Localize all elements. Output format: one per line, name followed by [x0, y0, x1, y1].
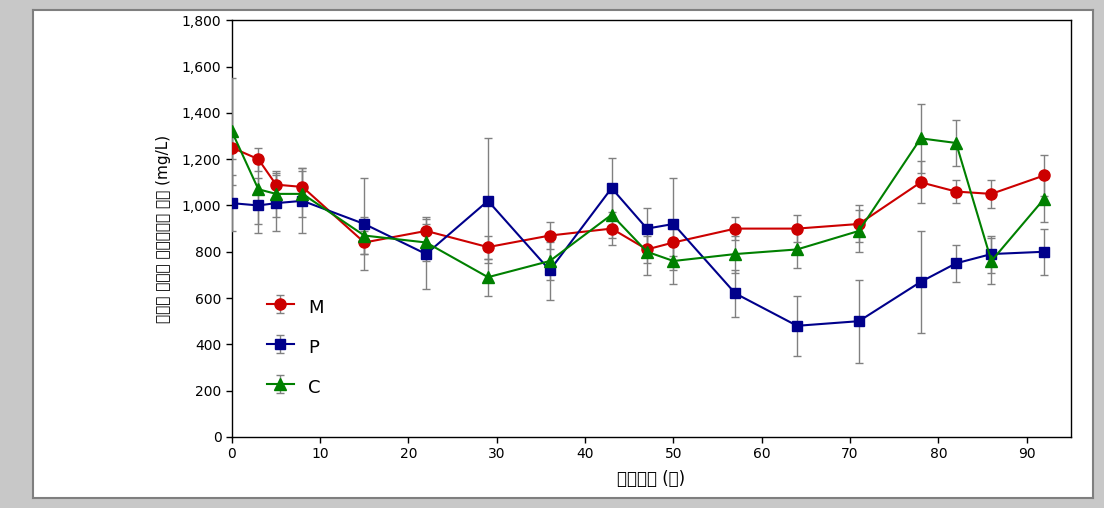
Legend: M, P, C: M, P, C	[257, 287, 332, 407]
X-axis label: 운전기간 (일): 운전기간 (일)	[617, 469, 686, 488]
Y-axis label: 용존성 화학적 산소요구량 농도 (mg/L): 용존성 화학적 산소요구량 농도 (mg/L)	[156, 135, 171, 323]
